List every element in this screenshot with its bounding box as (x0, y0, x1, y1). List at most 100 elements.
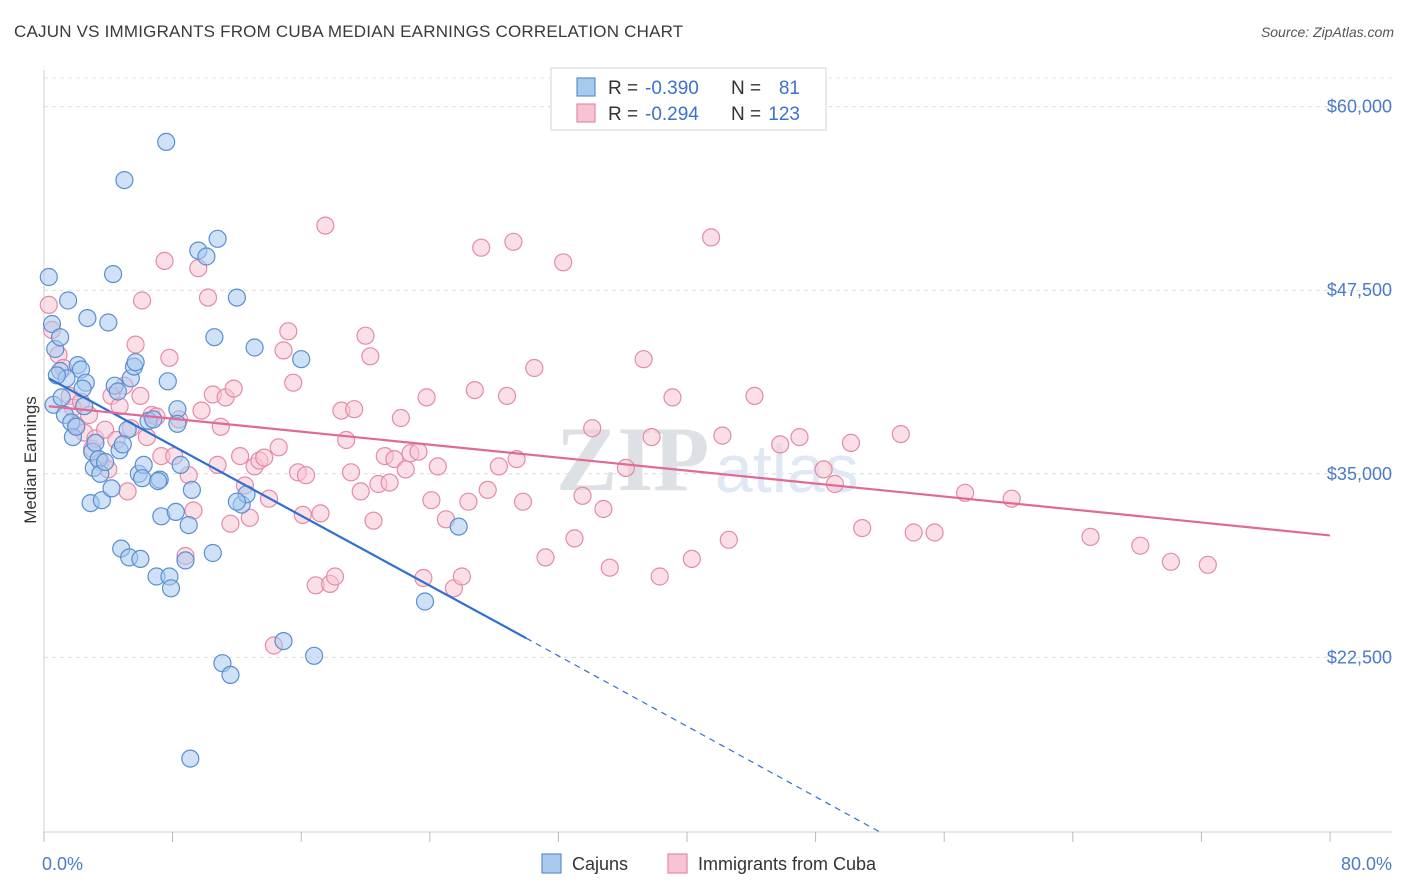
point-cajun-27 (103, 265, 123, 284)
point-cajun-73 (67, 417, 86, 436)
point-cuba-89 (472, 238, 491, 257)
point-cuba-118 (841, 433, 861, 452)
point-cuba-40 (211, 417, 230, 436)
axes-layer (43, 70, 1392, 842)
point-cuba-87 (459, 492, 478, 511)
point-cajun-61 (221, 665, 240, 685)
point-cuba-92 (497, 386, 517, 405)
legend-n-value-cajuns: 81 (779, 78, 800, 99)
point-cuba-112 (719, 530, 738, 549)
point-cajun-58 (205, 328, 224, 347)
point-cajun-15 (78, 309, 97, 328)
bottom-legend-swatch-cuba (667, 853, 688, 874)
y-axis-title: Median Earnings (21, 396, 40, 524)
point-cuba-68 (351, 482, 370, 501)
point-cajun-72 (52, 388, 71, 407)
point-cuba-61 (316, 216, 335, 235)
point-cajun-68 (305, 646, 324, 665)
point-cuba-108 (663, 388, 682, 407)
point-cuba-79 (409, 442, 428, 461)
point-cajun-53 (179, 515, 198, 535)
y-tick-label-3: $60,000 (1327, 97, 1392, 117)
point-cuba-66 (341, 463, 361, 482)
point-cajun-71 (181, 749, 200, 768)
point-cuba-97 (536, 548, 555, 567)
point-cuba-114 (771, 435, 790, 454)
point-cuba-67 (345, 400, 364, 419)
point-cajun-74 (95, 452, 115, 472)
point-cuba-43 (224, 379, 243, 398)
point-cajun-66 (274, 631, 293, 651)
point-cuba-76 (391, 408, 410, 428)
point-cajun-22 (92, 491, 112, 510)
legend-r-label-cuba: R = (608, 104, 638, 125)
point-cuba-104 (616, 458, 636, 477)
point-cajun-76 (47, 366, 67, 385)
point-cajun-10 (58, 291, 78, 310)
point-cuba-13 (95, 420, 115, 439)
point-cuba-91 (489, 457, 508, 476)
point-cuba-75 (385, 450, 404, 469)
legend-box (550, 67, 827, 131)
series-immigrants-from-cuba (39, 216, 1217, 655)
point-cuba-44 (231, 447, 250, 466)
point-cuba-113 (745, 386, 764, 405)
point-cajun-48 (166, 502, 185, 521)
correlation-legend: R = -0.390 N = 81 R = -0.294 N = 123 (550, 67, 827, 131)
point-cuba-120 (891, 425, 910, 444)
point-cuba-121 (904, 523, 923, 542)
point-cuba-55 (284, 373, 303, 392)
point-cuba-65 (337, 430, 356, 450)
trend-line-cajuns (48, 377, 527, 640)
point-cajun-44 (157, 132, 176, 151)
point-cajun-77 (227, 492, 246, 511)
point-cajun-23 (99, 313, 118, 332)
legend-r-value-cuba: -0.294 (645, 104, 699, 125)
point-cuba-122 (925, 523, 944, 542)
point-cajun-75 (133, 469, 152, 488)
point-cuba-42 (221, 514, 240, 533)
source-credit: Source: ZipAtlas.com (1260, 24, 1394, 40)
trend-line-cajuns-extrapolated (525, 637, 881, 833)
point-cuba-105 (634, 350, 653, 369)
legend-swatch-cuba (576, 103, 596, 123)
point-cuba-23 (133, 291, 152, 310)
point-cuba-95 (513, 492, 533, 511)
point-cuba-81 (417, 388, 436, 407)
point-cuba-115 (790, 428, 809, 447)
point-cajun-37 (131, 549, 150, 569)
point-cajun-54 (182, 480, 201, 499)
point-cuba-54 (279, 322, 298, 341)
point-cuba-36 (192, 401, 211, 420)
series-cajuns (39, 132, 468, 768)
point-cajun-30 (115, 171, 134, 190)
point-cuba-22 (131, 386, 150, 405)
watermark: ZIP atlas (556, 408, 859, 510)
point-cuba-29 (160, 348, 179, 367)
point-cuba-49 (255, 448, 274, 467)
point-cajun-19 (86, 433, 105, 452)
point-cajun-24 (102, 479, 121, 498)
point-cajun-47 (161, 579, 181, 598)
point-cajun-65 (245, 338, 264, 357)
point-cuba-110 (701, 228, 721, 247)
legend-n-label-cajuns: N = (731, 78, 761, 99)
point-cuba-88 (465, 381, 484, 400)
point-cuba-100 (573, 486, 592, 505)
point-cuba-83 (428, 457, 447, 476)
point-cuba-37 (198, 288, 218, 307)
point-cuba-101 (583, 419, 602, 438)
grid-layer (44, 77, 1392, 658)
axis-labels: $22,500 $35,000 $47,500 $60,000 0.0% 80.0% (42, 97, 1392, 874)
point-cajun-59 (208, 229, 227, 248)
point-cuba-69 (356, 326, 375, 345)
legend-swatch-cajuns (576, 77, 596, 97)
point-cajun-40 (144, 410, 163, 429)
point-cajun-26 (108, 382, 128, 401)
point-cuba-96 (525, 358, 544, 378)
legend-r-label-cajuns: R = (608, 78, 638, 99)
point-cuba-99 (565, 529, 584, 548)
x-tick-label-max: 80.0% (1341, 854, 1392, 874)
point-cuba-70 (361, 347, 380, 366)
